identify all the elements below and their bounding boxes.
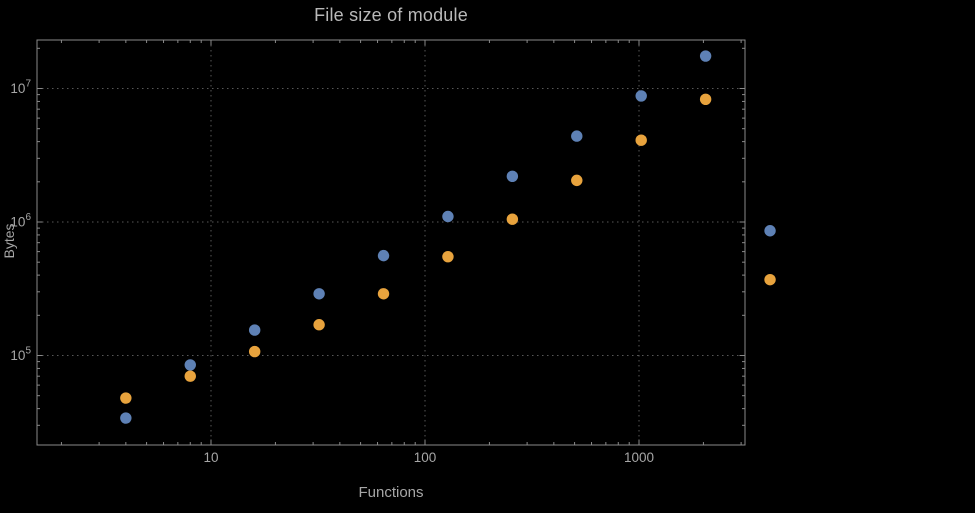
data-point-series-1-blue	[184, 359, 196, 371]
data-point-series-1-blue	[635, 90, 647, 102]
data-point-series-1-blue	[442, 210, 454, 223]
data-point-series-2-orange	[120, 392, 132, 404]
data-point-series-1-blue	[699, 50, 712, 62]
data-point-series-1-blue	[120, 412, 132, 424]
x-tick-label: 100	[414, 450, 437, 465]
data-point-series-2-orange	[184, 370, 196, 382]
y-tick-label: 107	[10, 79, 31, 97]
data-point-series-1-blue	[571, 130, 583, 142]
data-point-series-1-blue	[377, 249, 390, 262]
data-point-series-1-blue	[248, 324, 261, 336]
data-point-series-2-orange	[764, 273, 776, 286]
data-point-series-2-orange	[377, 288, 390, 300]
data-point-series-2-orange	[635, 134, 647, 146]
data-point-series-2-orange	[506, 213, 519, 225]
y-tick-label: 105	[10, 346, 31, 364]
data-point-series-2-orange	[313, 319, 325, 331]
data-point-series-2-orange	[699, 93, 712, 106]
data-point-series-2-orange	[571, 174, 583, 187]
data-point-series-2-orange	[442, 250, 454, 263]
data-point-series-1-blue	[313, 288, 325, 300]
y-axis-label: Bytes	[1, 223, 17, 259]
data-point-series-1-blue	[506, 170, 519, 182]
x-tick-label: 10	[203, 450, 218, 465]
x-axis-label: Functions	[358, 484, 424, 501]
x-tick-label: 1000	[624, 450, 654, 465]
data-point-series-1-blue	[764, 225, 776, 237]
y-tick-label: 106	[10, 212, 31, 230]
chart-title: File size of module	[314, 5, 468, 25]
data-point-series-2-orange	[248, 345, 261, 358]
